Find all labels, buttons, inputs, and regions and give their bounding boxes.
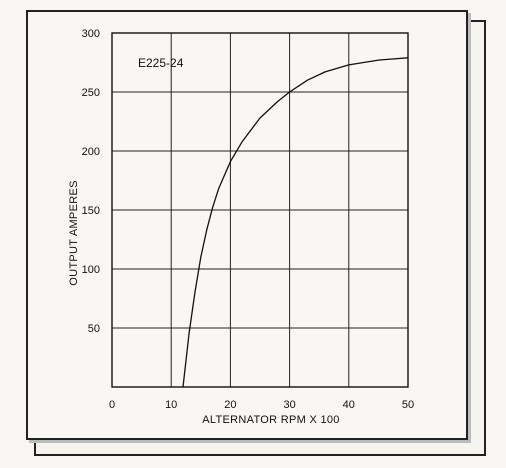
series: [182, 57, 409, 388]
y-tick-label-100: 100: [82, 264, 100, 276]
series-line-0: [182, 57, 409, 388]
x-tick-label-40: 40: [343, 399, 355, 411]
x-axis-label: ALTERNATOR RPM X 100: [202, 414, 339, 426]
x-tick-label-0: 0: [109, 399, 115, 411]
x-tick-label-20: 20: [224, 399, 236, 411]
chart-frame: [26, 10, 468, 440]
y-tick-label-200: 200: [82, 146, 100, 158]
y-tick-label-50: 50: [88, 323, 100, 335]
chart-title: E225-24: [138, 56, 184, 70]
grid: [111, 32, 409, 387]
x-tick-label-30: 30: [283, 399, 295, 411]
plot-border: [111, 32, 409, 388]
y-axis-label: OUTPUT AMPERES: [68, 180, 80, 285]
tick-labels: 0 10 20 30 40 50 50 100 150 200 250 300: [82, 28, 414, 411]
y-tick-label-150: 150: [82, 205, 100, 217]
y-tick-label-250: 250: [82, 87, 100, 99]
axes: [111, 32, 409, 388]
x-tick-label-10: 10: [165, 399, 177, 411]
x-tick-label-50: 50: [402, 399, 414, 411]
y-tick-label-300: 300: [82, 28, 100, 40]
